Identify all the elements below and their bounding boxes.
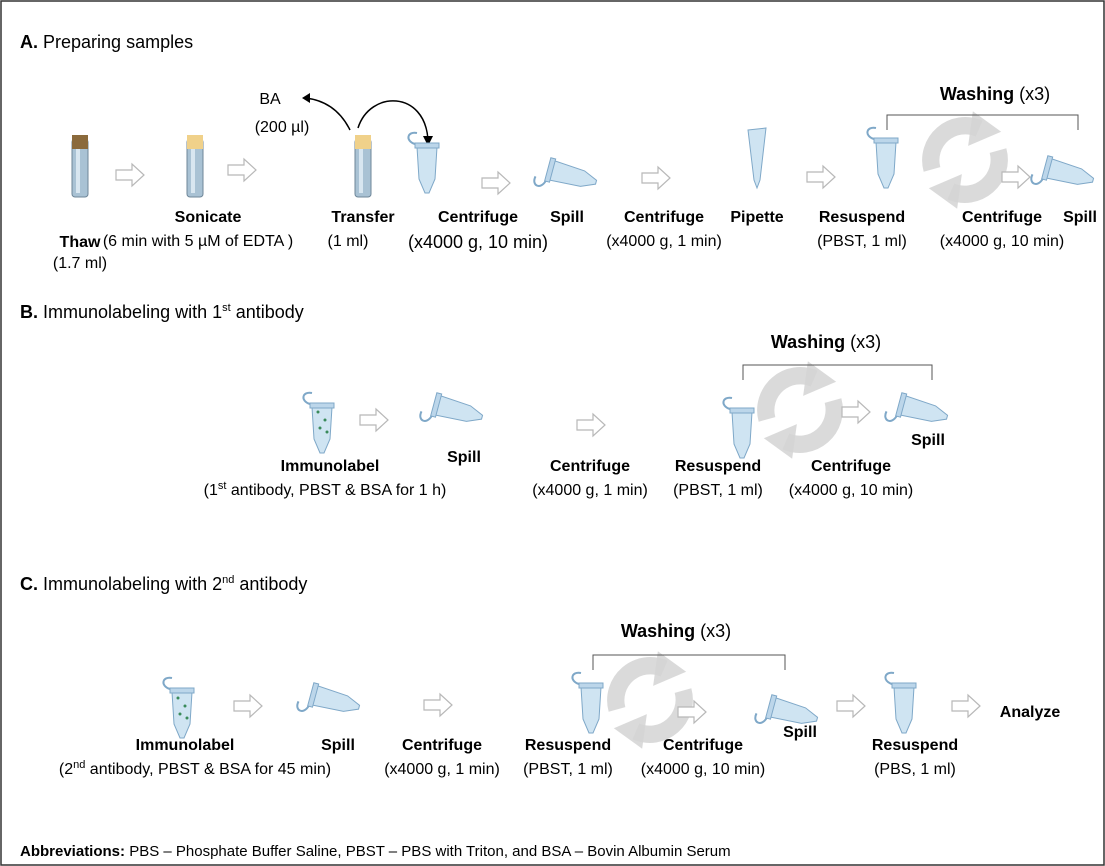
step-name: Resuspend xyxy=(872,737,958,754)
step-detail: (x4000 g, 10 min) xyxy=(641,761,766,778)
step-detail: (1.7 ml) xyxy=(53,255,107,272)
step-name: Resuspend xyxy=(819,209,905,226)
vial-cap xyxy=(72,135,88,149)
vial-cap xyxy=(355,135,371,149)
step-detail: (PBST, 1 ml) xyxy=(523,761,613,778)
step-detail: (6 min with 5 µM of EDTA ) xyxy=(103,233,293,250)
abbreviations: Abbreviations: PBS – Phosphate Buffer Sa… xyxy=(20,843,731,860)
step-detail: (x4000 g, 1 min) xyxy=(532,482,648,499)
washing-label: Washing (x3) xyxy=(771,332,881,352)
protocol-diagram: A. Preparing samples Washing (x3) BA (20… xyxy=(0,0,1105,866)
step-name: Pipette xyxy=(730,209,783,226)
step-name: Spill xyxy=(321,737,355,754)
step-name: Analyze xyxy=(1000,704,1061,721)
side-output-detail: (200 µl) xyxy=(255,119,310,136)
step-name: Spill xyxy=(911,432,945,449)
step-name: Spill xyxy=(783,724,817,741)
vial-cap xyxy=(187,135,203,149)
step-detail: (PBS, 1 ml) xyxy=(874,761,956,778)
step-name: Resuspend xyxy=(675,458,761,475)
step-name: Centrifuge xyxy=(811,458,891,475)
washing-label: Washing (x3) xyxy=(940,84,1050,104)
step-detail: (x4000 g, 10 min) xyxy=(789,482,914,499)
section-title: B. Immunolabeling with 1st antibody xyxy=(20,302,304,322)
step-name: Spill xyxy=(550,209,584,226)
side-output-name: BA xyxy=(259,91,281,108)
step-name: Centrifuge xyxy=(624,209,704,226)
step-name: Centrifuge xyxy=(438,209,518,226)
step-name: Spill xyxy=(1063,209,1097,226)
step-name: Thaw xyxy=(60,234,101,251)
step-name: Centrifuge xyxy=(402,737,482,754)
step-name: Sonicate xyxy=(175,209,242,226)
step-detail: (x4000 g, 10 min) xyxy=(940,233,1065,250)
step-detail: (PBST, 1 ml) xyxy=(673,482,763,499)
step-name: Centrifuge xyxy=(962,209,1042,226)
step-name: Centrifuge xyxy=(663,737,743,754)
step-detail: (x4000 g, 1 min) xyxy=(384,761,500,778)
step-detail: (1st antibody, PBST & BSA for 1 h) xyxy=(204,480,447,499)
step-detail: (x4000 g, 1 min) xyxy=(606,233,722,250)
washing-label: Washing (x3) xyxy=(621,621,731,641)
section-title: C. Immunolabeling with 2nd antibody xyxy=(20,574,307,594)
step-detail: (PBST, 1 ml) xyxy=(817,233,907,250)
step-detail: (x4000 g, 10 min) xyxy=(408,232,548,252)
step-name: Transfer xyxy=(331,209,394,226)
step-name: Immunolabel xyxy=(136,737,235,754)
step-name: Immunolabel xyxy=(281,458,380,475)
step-name: Centrifuge xyxy=(550,458,630,475)
step-detail: (2nd antibody, PBST & BSA for 45 min) xyxy=(59,759,331,778)
section-title: A. Preparing samples xyxy=(20,32,193,52)
step-detail: (1 ml) xyxy=(328,233,369,250)
step-name: Resuspend xyxy=(525,737,611,754)
step-name: Spill xyxy=(447,449,481,466)
